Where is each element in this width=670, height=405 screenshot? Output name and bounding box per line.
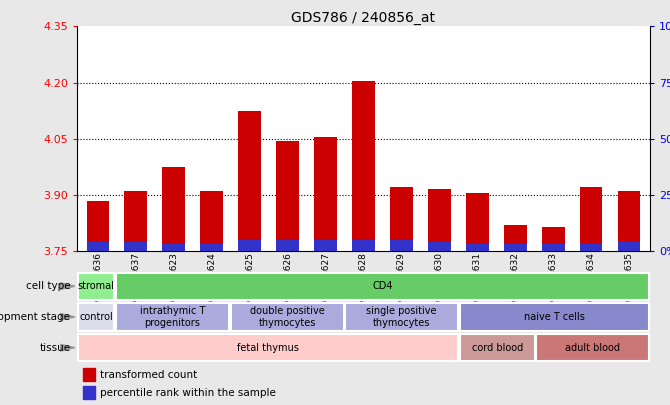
Bar (428, 189, 451, 251)
Bar (536, 334, 649, 361)
Polygon shape (60, 313, 75, 320)
Text: cell type: cell type (25, 281, 70, 291)
Bar (460, 334, 535, 361)
Bar (82, 368, 95, 381)
Bar (428, 242, 451, 251)
Bar (390, 240, 413, 251)
Text: tissue: tissue (40, 343, 70, 353)
Text: development stage: development stage (0, 312, 70, 322)
Bar (78, 303, 115, 330)
Bar (460, 303, 649, 330)
Bar (86, 242, 109, 251)
Bar (390, 188, 413, 251)
Bar (78, 334, 458, 361)
Bar (618, 242, 641, 251)
Bar (580, 188, 602, 251)
Text: cord blood: cord blood (472, 343, 523, 353)
Polygon shape (60, 344, 75, 351)
Bar (86, 200, 109, 251)
Bar (276, 240, 299, 251)
Title: GDS786 / 240856_at: GDS786 / 240856_at (291, 11, 436, 25)
Bar (162, 243, 185, 251)
Bar (276, 141, 299, 251)
Bar (78, 273, 115, 300)
Bar (116, 303, 229, 330)
Bar (580, 243, 602, 251)
Text: single positive
thymocytes: single positive thymocytes (366, 306, 437, 328)
Bar (125, 242, 147, 251)
Text: fetal thymus: fetal thymus (237, 343, 299, 353)
Text: intrathymic T
progenitors: intrathymic T progenitors (140, 306, 205, 328)
Text: adult blood: adult blood (565, 343, 620, 353)
Text: naive T cells: naive T cells (524, 312, 585, 322)
Text: control: control (79, 312, 113, 322)
Text: CD4: CD4 (373, 281, 393, 291)
Bar (230, 303, 344, 330)
Bar (200, 191, 223, 251)
Text: transformed count: transformed count (100, 370, 197, 380)
Bar (125, 191, 147, 251)
Bar (314, 137, 337, 251)
Bar (504, 243, 527, 251)
Bar (352, 81, 375, 251)
Bar (542, 243, 565, 251)
Bar (504, 225, 527, 251)
Bar (82, 386, 95, 399)
Bar (352, 240, 375, 251)
Bar (239, 111, 261, 251)
Bar (618, 191, 641, 251)
Bar (200, 243, 223, 251)
Text: percentile rank within the sample: percentile rank within the sample (100, 388, 275, 398)
Bar (466, 243, 488, 251)
Bar (345, 303, 458, 330)
Text: double positive
thymocytes: double positive thymocytes (250, 306, 324, 328)
Text: stromal: stromal (78, 281, 115, 291)
Bar (466, 193, 488, 251)
Bar (314, 240, 337, 251)
Bar (542, 227, 565, 251)
Bar (162, 167, 185, 251)
Polygon shape (60, 283, 75, 290)
Bar (239, 240, 261, 251)
